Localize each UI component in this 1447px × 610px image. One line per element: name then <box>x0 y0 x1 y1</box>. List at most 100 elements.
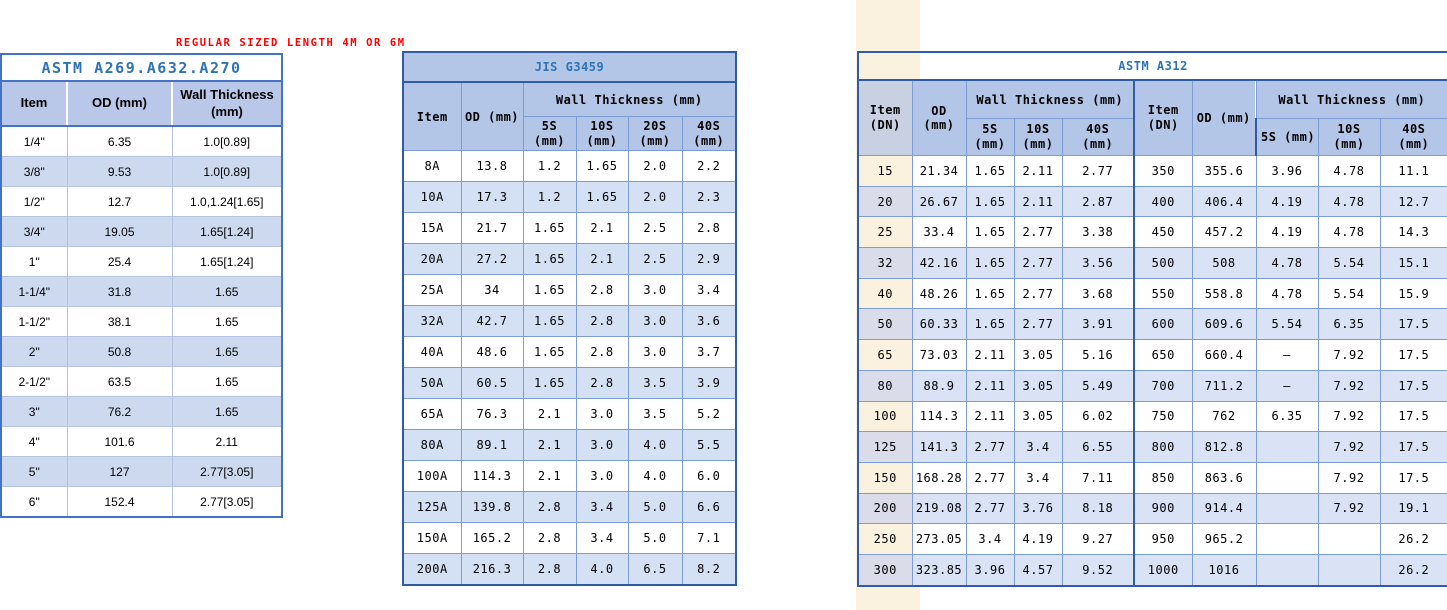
cell: 7.11 <box>1061 461 1135 494</box>
cell: 1" <box>0 246 68 277</box>
cell: 34 <box>460 274 524 306</box>
cell: 1.2 <box>522 181 577 213</box>
cell: 3.76 <box>1013 492 1063 525</box>
cell: 219.08 <box>911 492 967 525</box>
cell: 5.0 <box>627 491 683 523</box>
cell: 3/8" <box>0 156 68 187</box>
cell: 7.92 <box>1317 369 1381 402</box>
cell: 20A <box>402 243 462 275</box>
table-row: 150 168.28 2.77 3.4 7.11 850 863.6 7.92 17.5 <box>857 461 1447 494</box>
cell: 2.1 <box>522 460 577 492</box>
cell: 3.4 <box>575 522 629 554</box>
cell: 21.34 <box>911 155 967 187</box>
cell: 2.8 <box>575 305 629 337</box>
cell: 3.7 <box>681 336 737 368</box>
cell: 2.77 <box>965 461 1015 494</box>
cell: 2.5 <box>627 212 683 244</box>
cell: 6.5 <box>627 553 683 586</box>
cell: 7.92 <box>1317 492 1381 525</box>
cell: 17.5 <box>1379 400 1447 433</box>
cell: 850 <box>1133 461 1193 494</box>
cell: 1.65 <box>965 247 1015 279</box>
cell: 450 <box>1133 216 1193 249</box>
cell: 141.3 <box>911 431 967 463</box>
cell: 20 <box>857 185 913 218</box>
cell: 3.0 <box>627 336 683 368</box>
cell: 80A <box>402 429 462 461</box>
cell: 1/4" <box>0 125 68 157</box>
table-row: 40A 48.6 1.65 2.8 3.0 3.7 <box>402 336 737 368</box>
cell: 42.7 <box>460 305 524 337</box>
cell: 200A <box>402 553 462 586</box>
cell: 38.1 <box>66 306 173 337</box>
cell: 2.0 <box>627 150 683 182</box>
cell: 900 <box>1133 492 1193 525</box>
cell: 457.2 <box>1191 216 1257 249</box>
table-title-row: ASTM A269.A632.A270 <box>0 53 284 82</box>
cell: 11.1 <box>1379 155 1447 187</box>
cell: 1.65 <box>575 181 629 213</box>
col-header-item: Item <box>402 81 462 151</box>
cell: 2.8 <box>681 212 737 244</box>
cell: 5.54 <box>1317 247 1381 279</box>
cell: 4.78 <box>1317 155 1381 187</box>
cell: 17.5 <box>1379 369 1447 402</box>
cell: 3.4 <box>965 523 1015 555</box>
cell: 27.2 <box>460 243 524 275</box>
cell: 3.4 <box>1013 461 1063 494</box>
cell: 4.19 <box>1013 523 1063 555</box>
cell: 8.18 <box>1061 492 1135 525</box>
table-row: 40 48.26 1.65 2.77 3.68 550 558.8 4.78 5.54 15.9 <box>857 277 1447 310</box>
cell: 1.65 <box>965 308 1015 341</box>
header-row: Item OD (mm) Wall Thickness (mm) <box>0 80 283 127</box>
col-header-10s-left: 10S (mm) <box>1013 118 1063 156</box>
cell: 1016 <box>1191 553 1257 587</box>
cell: 2.77[3.05] <box>171 456 283 487</box>
table-row: 2" 50.8 1.65 <box>0 336 283 367</box>
cell: 33.4 <box>911 216 967 249</box>
cell: 1.65 <box>522 243 577 275</box>
astm-a269-body: 1/4" 6.35 1.0[0.89] 3/8" 9.53 1.0[0.89] 1/2" 12… <box>0 125 283 518</box>
col-header-5s: 5S (mm) <box>522 116 577 151</box>
cell: 2.1 <box>522 429 577 461</box>
cell: 76.3 <box>460 398 524 430</box>
cell: 4.0 <box>575 553 629 586</box>
cell: 2.11 <box>965 369 1015 402</box>
cell <box>1317 523 1381 555</box>
cell: 5.16 <box>1061 339 1135 371</box>
table-row: 1/4" 6.35 1.0[0.89] <box>0 125 283 157</box>
col-header-10s-right: 10S (mm) <box>1317 118 1381 156</box>
col-header-wall-thickness-left: Wall Thickness (mm) <box>965 79 1135 119</box>
cell: 3.56 <box>1061 247 1135 279</box>
cell: 60.33 <box>911 308 967 341</box>
cell: 406.4 <box>1191 185 1257 218</box>
cell: 1-1/2" <box>0 306 68 337</box>
cell: 89.1 <box>460 429 524 461</box>
cell: 1.0[0.89] <box>171 156 283 187</box>
cell: 1.65 <box>522 336 577 368</box>
cell: 6.0 <box>681 460 737 492</box>
cell: 3.5 <box>627 398 683 430</box>
table-row: 50A 60.5 1.65 2.8 3.5 3.9 <box>402 367 737 399</box>
cell: 500 <box>1133 247 1193 279</box>
table-row: 2-1/2" 63.5 1.65 <box>0 366 283 397</box>
table-row: 20A 27.2 1.65 2.1 2.5 2.9 <box>402 243 737 275</box>
cell: 2.11 <box>1013 155 1063 187</box>
cell: 800 <box>1133 431 1193 463</box>
table-row: 50 60.33 1.65 2.77 3.91 600 609.6 5.54 6.35 17.5 <box>857 308 1447 341</box>
cell: 2.1 <box>575 243 629 275</box>
cell <box>1255 553 1319 587</box>
cell: 88.9 <box>911 369 967 402</box>
cell: 3.96 <box>965 553 1015 587</box>
cell: 25 <box>857 216 913 249</box>
cell: 3.0 <box>575 460 629 492</box>
cell: 3/4" <box>0 216 68 247</box>
cell: 1.65 <box>965 216 1015 249</box>
cell: 9.27 <box>1061 523 1135 555</box>
cell: 2.87 <box>1061 185 1135 218</box>
cell: 65A <box>402 398 462 430</box>
cell: 2.3 <box>681 181 737 213</box>
cell: 100A <box>402 460 462 492</box>
cell: 8.2 <box>681 553 737 586</box>
cell: 2.11 <box>1013 185 1063 218</box>
